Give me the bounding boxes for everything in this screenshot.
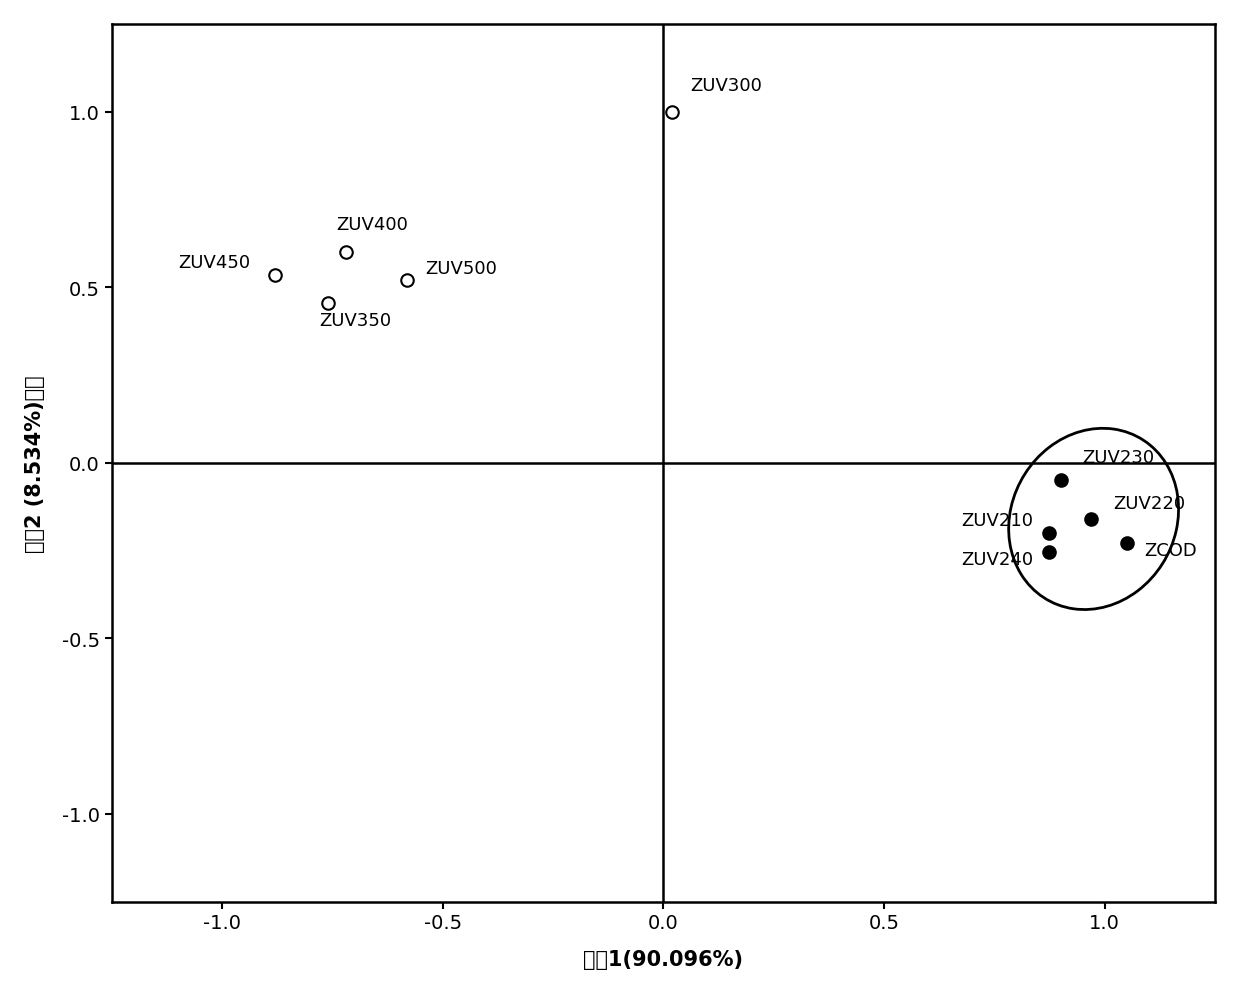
Text: ZUV500: ZUV500 <box>425 259 497 277</box>
Text: ZUV220: ZUV220 <box>1114 494 1185 512</box>
X-axis label: 因字1(90.096%): 因字1(90.096%) <box>583 949 743 969</box>
Text: ZUV300: ZUV300 <box>689 78 761 95</box>
Text: ZUV400: ZUV400 <box>337 216 408 234</box>
Y-axis label: 因字2 (8.534%)（）: 因字2 (8.534%)（） <box>25 375 45 552</box>
Text: ZCOD: ZCOD <box>1145 542 1197 560</box>
Text: ZUV450: ZUV450 <box>177 254 250 272</box>
Text: ZUV350: ZUV350 <box>319 312 391 330</box>
Text: ZUV240: ZUV240 <box>961 551 1033 569</box>
Text: ZUV230: ZUV230 <box>1083 449 1154 467</box>
Text: ZUV210: ZUV210 <box>961 512 1033 530</box>
